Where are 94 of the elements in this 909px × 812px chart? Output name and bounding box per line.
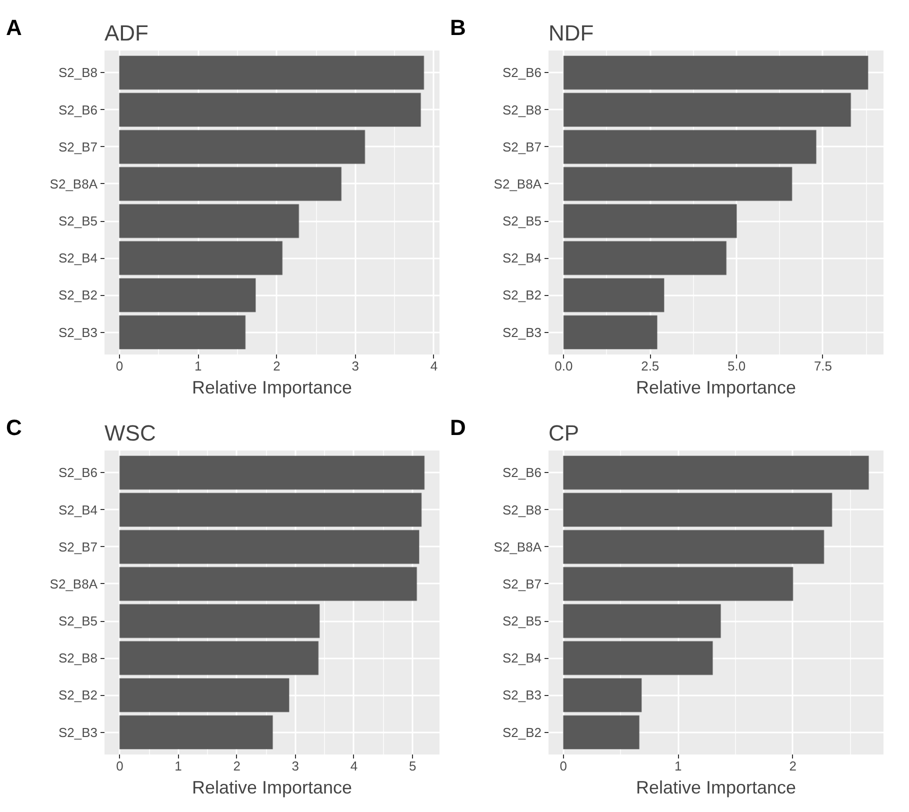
- y-tick-label: S2_B2: [58, 688, 98, 703]
- bar: [118, 204, 300, 238]
- bar: [563, 204, 738, 238]
- bar: [118, 278, 256, 312]
- x-tick-label: 0: [560, 758, 568, 774]
- y-tick-label: S2_B6: [58, 465, 98, 480]
- bar: [563, 130, 817, 164]
- y-tick-label: S2_B2: [58, 288, 98, 303]
- y-tick-label: S2_B8A: [50, 576, 98, 592]
- x-tick-label: 3: [352, 358, 359, 374]
- y-tick-label: S2_B6: [58, 102, 98, 118]
- bar: [119, 456, 425, 490]
- chart-title: ADF: [104, 20, 148, 46]
- x-tick-label: 2: [233, 758, 240, 774]
- bar: [118, 130, 366, 164]
- x-tick-label: 7.5: [814, 358, 832, 374]
- y-tick-label: S2_B7: [502, 576, 542, 592]
- text: A: [6, 14, 22, 42]
- bar: [119, 715, 274, 750]
- y-tick-label: S2_B3: [58, 324, 98, 340]
- y-tick-label: S2_B3: [502, 324, 542, 340]
- x-tick-label: 1: [194, 358, 202, 374]
- bar: [119, 640, 319, 676]
- y-tick-label: S2_B8: [502, 102, 542, 118]
- bar: [119, 566, 418, 602]
- bar: [562, 566, 794, 602]
- bar: [562, 530, 824, 564]
- x-tick-label: 2.5: [641, 358, 660, 374]
- bar: [562, 678, 642, 712]
- text: B: [450, 14, 466, 42]
- y-tick-label: S2_B3: [502, 688, 542, 703]
- y-tick-label: S2_B4: [58, 502, 98, 518]
- y-tick-label: S2_B8A: [494, 176, 542, 192]
- y-tick-label: S2_B8A: [494, 539, 542, 554]
- bar: [119, 604, 320, 638]
- bar: [563, 278, 664, 312]
- x-tick-label: 2: [789, 758, 796, 774]
- y-tick-label: S2_B7: [58, 139, 98, 154]
- bar: [563, 166, 792, 202]
- x-tick-label: 0: [116, 358, 124, 374]
- bar: [562, 640, 714, 676]
- y-tick-label: S2_B7: [58, 539, 98, 554]
- bar: [118, 56, 424, 90]
- bar: [119, 678, 290, 712]
- y-tick-label: S2_B4: [502, 650, 542, 666]
- chart-title: WSC: [104, 420, 156, 446]
- bar: [562, 604, 722, 638]
- y-tick-label: S2_B2: [502, 724, 542, 740]
- y-tick-label: S2_B6: [502, 65, 542, 80]
- y-tick-label: S2_B7: [502, 139, 542, 154]
- x-tick-label: 5.0: [728, 358, 746, 374]
- y-tick-label: S2_B5: [58, 214, 98, 229]
- x-tick-label: 0: [116, 758, 124, 774]
- x-tick-label: 3: [292, 758, 300, 774]
- bar: [118, 166, 342, 202]
- bar: [118, 240, 283, 276]
- y-tick-label: S2_B4: [502, 250, 542, 266]
- x-axis-title: Relative Importance: [636, 378, 796, 398]
- x-tick-label: 1: [174, 758, 182, 774]
- y-tick-label: S2_B8: [58, 65, 98, 80]
- x-axis-title: Relative Importance: [192, 378, 352, 398]
- bar: [563, 56, 868, 90]
- y-tick-label: S2_B5: [502, 614, 542, 629]
- chart-title: NDF: [548, 20, 594, 46]
- chart-title: CP: [548, 420, 580, 446]
- bar: [563, 315, 658, 350]
- x-tick-label: 5: [408, 758, 416, 774]
- y-tick-label: S2_B5: [502, 214, 542, 229]
- x-tick-label: 4: [350, 758, 358, 774]
- x-tick-label: 2: [273, 358, 280, 374]
- bar: [119, 530, 420, 564]
- x-tick-label: 4: [430, 358, 438, 374]
- bar: [118, 92, 422, 127]
- x-tick-label: 1: [674, 758, 682, 774]
- x-tick-label: 0.0: [554, 358, 573, 374]
- bar: [563, 240, 727, 276]
- y-tick-label: S2_B3: [58, 724, 98, 740]
- text: C: [6, 414, 22, 442]
- y-tick-label: S2_B8: [58, 650, 98, 666]
- bar: [562, 456, 870, 490]
- x-axis-title: Relative Importance: [192, 778, 352, 798]
- y-tick-label: S2_B6: [502, 465, 542, 480]
- bar: [119, 492, 422, 527]
- x-axis-title: Relative Importance: [636, 778, 796, 798]
- y-tick-label: S2_B5: [58, 614, 98, 629]
- bar: [118, 315, 246, 350]
- text: D: [450, 414, 466, 442]
- y-tick-label: S2_B8: [502, 502, 542, 518]
- bar: [563, 92, 852, 127]
- y-tick-label: S2_B4: [58, 250, 98, 266]
- bar: [562, 715, 640, 750]
- bar: [562, 492, 832, 527]
- y-tick-label: S2_B2: [502, 288, 542, 303]
- y-tick-label: S2_B8A: [50, 176, 98, 192]
